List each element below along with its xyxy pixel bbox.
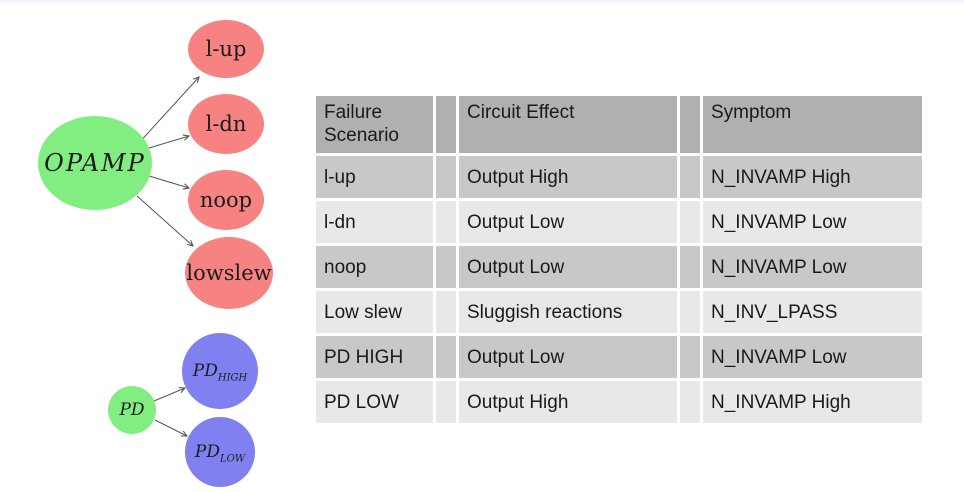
cell-spacer — [436, 381, 456, 423]
cell-spacer — [436, 246, 456, 288]
cell-effect: Sluggish reactions — [459, 291, 677, 333]
header-cell-failure-scenario: Failure Scenario — [316, 96, 433, 153]
node-pd-high-subscript: HIGH — [217, 372, 248, 384]
cell-symptom: N_INVAMP Low — [703, 201, 922, 243]
cell-spacer — [680, 246, 700, 288]
node-opamp-label: OPAMP — [44, 149, 146, 177]
fault-tree-diagram: OPAMP l-up l-dn noop lowslew PD PDHIGH P… — [0, 0, 320, 492]
edge-opamp-to-l-up — [136, 76, 200, 146]
header-cell-symptom: Symptom — [703, 96, 922, 153]
node-l-dn: l-dn — [188, 94, 264, 154]
cell-effect: Output Low — [459, 246, 677, 288]
node-pd-low-label: PDLOW — [194, 442, 246, 465]
node-pd-low: PDLOW — [185, 417, 255, 487]
cell-scenario: PD HIGH — [316, 336, 433, 378]
edge-opamp-to-l-dn — [148, 134, 191, 149]
node-l-dn-label: l-dn — [205, 112, 247, 136]
edge-opamp-to-lowslew — [136, 195, 194, 247]
cell-effect: Output High — [459, 381, 677, 423]
cell-scenario: l-up — [316, 156, 433, 198]
cell-symptom: N_INVAMP Low — [703, 246, 922, 288]
cell-symptom: N_INVAMP High — [703, 381, 922, 423]
cell-spacer — [680, 336, 700, 378]
node-opamp: OPAMP — [38, 116, 152, 210]
cell-spacer — [680, 291, 700, 333]
cell-spacer — [680, 156, 700, 198]
cell-spacer — [436, 201, 456, 243]
cell-scenario: PD LOW — [316, 381, 433, 423]
node-pd-low-subscript: LOW — [219, 453, 246, 465]
cell-scenario: noop — [316, 246, 433, 288]
cell-scenario: l-dn — [316, 201, 433, 243]
diagram-edges — [136, 76, 200, 437]
header-cell-circuit-effect: Circuit Effect — [459, 96, 677, 153]
cell-effect: Output Low — [459, 201, 677, 243]
window-top-edge — [0, 0, 964, 5]
cell-spacer — [436, 291, 456, 333]
cell-spacer — [436, 336, 456, 378]
node-pd-label: PD — [119, 400, 145, 420]
cell-spacer — [680, 201, 700, 243]
cell-scenario: Low slew — [316, 291, 433, 333]
node-noop: noop — [188, 170, 264, 230]
node-pd-high-label: PDHIGH — [192, 361, 248, 384]
cell-symptom: N_INV_LPASS — [703, 291, 922, 333]
cell-spacer — [436, 156, 456, 198]
cell-symptom: N_INVAMP Low — [703, 336, 922, 378]
node-noop-label: noop — [199, 188, 253, 212]
cell-effect: Output Low — [459, 336, 677, 378]
node-lowslew-label: lowslew — [186, 261, 272, 285]
edge-pd-to-pd-low — [154, 419, 189, 437]
cell-effect: Output High — [459, 156, 677, 198]
cell-spacer — [680, 381, 700, 423]
edge-pd-to-pd-high — [153, 387, 187, 402]
node-pd-high: PDHIGH — [182, 333, 258, 409]
failure-scenario-table: Failure Scenario Circuit Effect Symptom … — [316, 96, 922, 423]
node-l-up-label: l-up — [205, 37, 247, 61]
node-pd: PD — [108, 386, 156, 434]
node-lowslew: lowslew — [185, 237, 273, 309]
cell-symptom: N_INVAMP High — [703, 156, 922, 198]
edge-opamp-to-noop — [148, 175, 191, 190]
header-cell-spacer — [436, 96, 456, 153]
node-l-up: l-up — [188, 20, 264, 78]
header-cell-spacer — [680, 96, 700, 153]
